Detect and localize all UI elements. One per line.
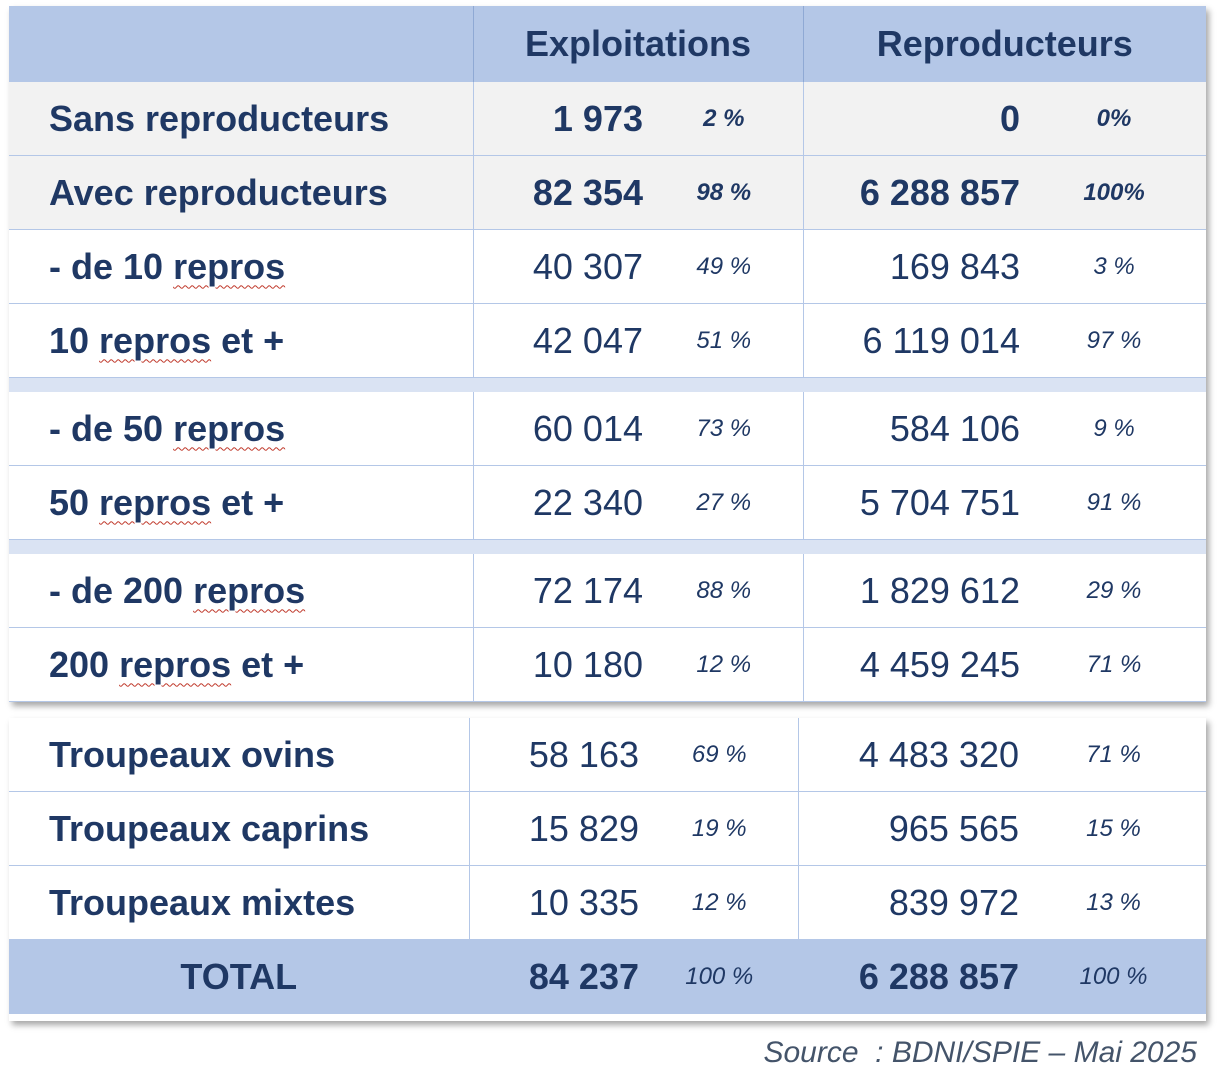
header-exploitations: Exploitations: [473, 6, 804, 82]
reproducteurs-value: 169 843: [803, 229, 1022, 304]
row-label: 10 repros et +: [9, 303, 474, 378]
row-label-word: repros: [173, 245, 286, 287]
exploitations-percent: 98 %: [645, 155, 804, 230]
row-label-prefix: 200: [49, 643, 120, 685]
table-row: - de 10 repros 40 307 49 % 169 843 3 %: [9, 229, 1207, 304]
row-label-suffix: et +: [211, 319, 285, 361]
row-label-prefix: - de 50: [49, 407, 174, 449]
total-exploitations-percent: 100 %: [641, 939, 799, 1014]
total-reproducteurs-percent: 100 %: [1021, 939, 1206, 1014]
row-label: 50 repros et +: [9, 465, 474, 540]
table-row: 50 repros et + 22 340 27 % 5 704 751 91 …: [9, 465, 1207, 540]
table-row: Sans reproducteurs 1 973 2 % 0 0%: [9, 82, 1207, 156]
reproducteurs-value: 4 459 245: [803, 627, 1022, 702]
total-exploitations-value: 84 237: [469, 939, 641, 1014]
row-label: - de 10 repros: [9, 229, 474, 304]
table-row: - de 50 repros 60 014 73 % 584 106 9 %: [9, 392, 1207, 466]
exploitations-value: 10 180: [473, 627, 645, 702]
exploitations-value: 1 973: [473, 82, 645, 156]
reproducteurs-value: 839 972: [798, 865, 1021, 940]
exploitations-value: 82 354: [473, 155, 645, 230]
reproducteurs-value: 965 565: [798, 791, 1021, 866]
reproducteurs-percent: 15 %: [1021, 791, 1206, 866]
reproducteurs-percent: 100%: [1022, 155, 1207, 230]
separator-row: [9, 539, 1207, 554]
exploitations-value: 42 047: [473, 303, 645, 378]
table-row: Avec reproducteurs 82 354 98 % 6 288 857…: [9, 155, 1207, 230]
row-label-word: repros: [99, 481, 212, 523]
row-label-suffix: et +: [231, 643, 305, 685]
reproducteurs-percent: 71 %: [1022, 627, 1207, 702]
row-label: Avec reproducteurs: [9, 155, 474, 230]
exploitations-percent: 2 %: [645, 82, 804, 156]
row-label-prefix: - de 10: [49, 245, 174, 287]
table-row: - de 200 repros 72 174 88 % 1 829 612 29…: [9, 554, 1207, 628]
exploitations-percent: 73 %: [645, 392, 804, 466]
reproducteurs-percent: 97 %: [1022, 303, 1207, 378]
table-row: Troupeaux caprins 15 829 19 % 965 565 15…: [9, 791, 1206, 866]
reproducteurs-value: 6 288 857: [803, 155, 1022, 230]
reproducteurs-percent: 0%: [1022, 82, 1207, 156]
exploitations-value: 40 307: [473, 229, 645, 304]
row-label-suffix: et +: [211, 481, 285, 523]
reproducteurs-percent: 91 %: [1022, 465, 1207, 540]
exploitations-percent: 12 %: [645, 627, 804, 702]
row-label-word: repros: [119, 643, 232, 685]
table-row: Troupeaux mixtes 10 335 12 % 839 972 13 …: [9, 865, 1206, 940]
row-label-prefix: 50: [49, 481, 100, 523]
exploitations-value: 72 174: [473, 554, 645, 628]
reproducteurs-value: 4 483 320: [798, 718, 1021, 792]
exploitations-value: 60 014: [473, 392, 645, 466]
total-reproducteurs-value: 6 288 857: [798, 939, 1021, 1014]
table-header-row: Exploitations Reproducteurs: [9, 6, 1207, 82]
reproducteurs-value: 584 106: [803, 392, 1022, 466]
reproducteurs-percent: 13 %: [1021, 865, 1206, 940]
source-caption: Source : BDNI/SPIE – Mai 2025: [763, 1036, 1197, 1069]
header-reproducteurs: Reproducteurs: [803, 6, 1207, 82]
exploitations-percent: 69 %: [641, 718, 799, 792]
row-label: 200 repros et +: [9, 627, 474, 702]
reproducteurs-percent: 9 %: [1022, 392, 1207, 466]
row-label-prefix: 10: [49, 319, 100, 361]
table-row: 10 repros et + 42 047 51 % 6 119 014 97 …: [9, 303, 1207, 378]
header-empty-cell: [9, 6, 474, 82]
summary-table: Exploitations Reproducteurs Sans reprodu…: [9, 6, 1207, 702]
exploitations-percent: 27 %: [645, 465, 804, 540]
exploitations-value: 58 163: [469, 718, 641, 792]
exploitations-percent: 51 %: [645, 303, 804, 378]
row-label: Troupeaux caprins: [9, 791, 470, 866]
total-label: TOTAL: [9, 939, 470, 1014]
reproducteurs-percent: 71 %: [1021, 718, 1206, 792]
reproducteurs-percent: 3 %: [1022, 229, 1207, 304]
row-label-word: repros: [99, 319, 212, 361]
separator-row: [9, 377, 1207, 392]
exploitations-value: 10 335: [469, 865, 641, 940]
row-label: Troupeaux ovins: [9, 718, 470, 792]
reproducteurs-value: 5 704 751: [803, 465, 1022, 540]
row-label-word: repros: [173, 407, 286, 449]
exploitations-percent: 88 %: [645, 554, 804, 628]
reproducteurs-value: 6 119 014: [803, 303, 1022, 378]
row-label: Troupeaux mixtes: [9, 865, 470, 940]
row-label-word: repros: [193, 569, 306, 611]
row-label: - de 200 repros: [9, 554, 474, 628]
reproducteurs-value: 0: [803, 82, 1022, 156]
reproducteurs-percent: 29 %: [1022, 554, 1207, 628]
row-label-prefix: - de 200: [49, 569, 194, 611]
exploitations-value: 15 829: [469, 791, 641, 866]
exploitations-percent: 49 %: [645, 229, 804, 304]
reproducteurs-value: 1 829 612: [803, 554, 1022, 628]
total-row: TOTAL 84 237 100 % 6 288 857 100 %: [9, 939, 1206, 1014]
exploitations-percent: 19 %: [641, 791, 799, 866]
troupeaux-table: Troupeaux ovins 58 163 69 % 4 483 320 71…: [9, 718, 1206, 1021]
exploitations-percent: 12 %: [641, 865, 799, 940]
row-label: - de 50 repros: [9, 392, 474, 466]
exploitations-value: 22 340: [473, 465, 645, 540]
row-label: Sans reproducteurs: [9, 82, 474, 156]
table-row: Troupeaux ovins 58 163 69 % 4 483 320 71…: [9, 718, 1206, 792]
table-row: 200 repros et + 10 180 12 % 4 459 245 71…: [9, 627, 1207, 702]
